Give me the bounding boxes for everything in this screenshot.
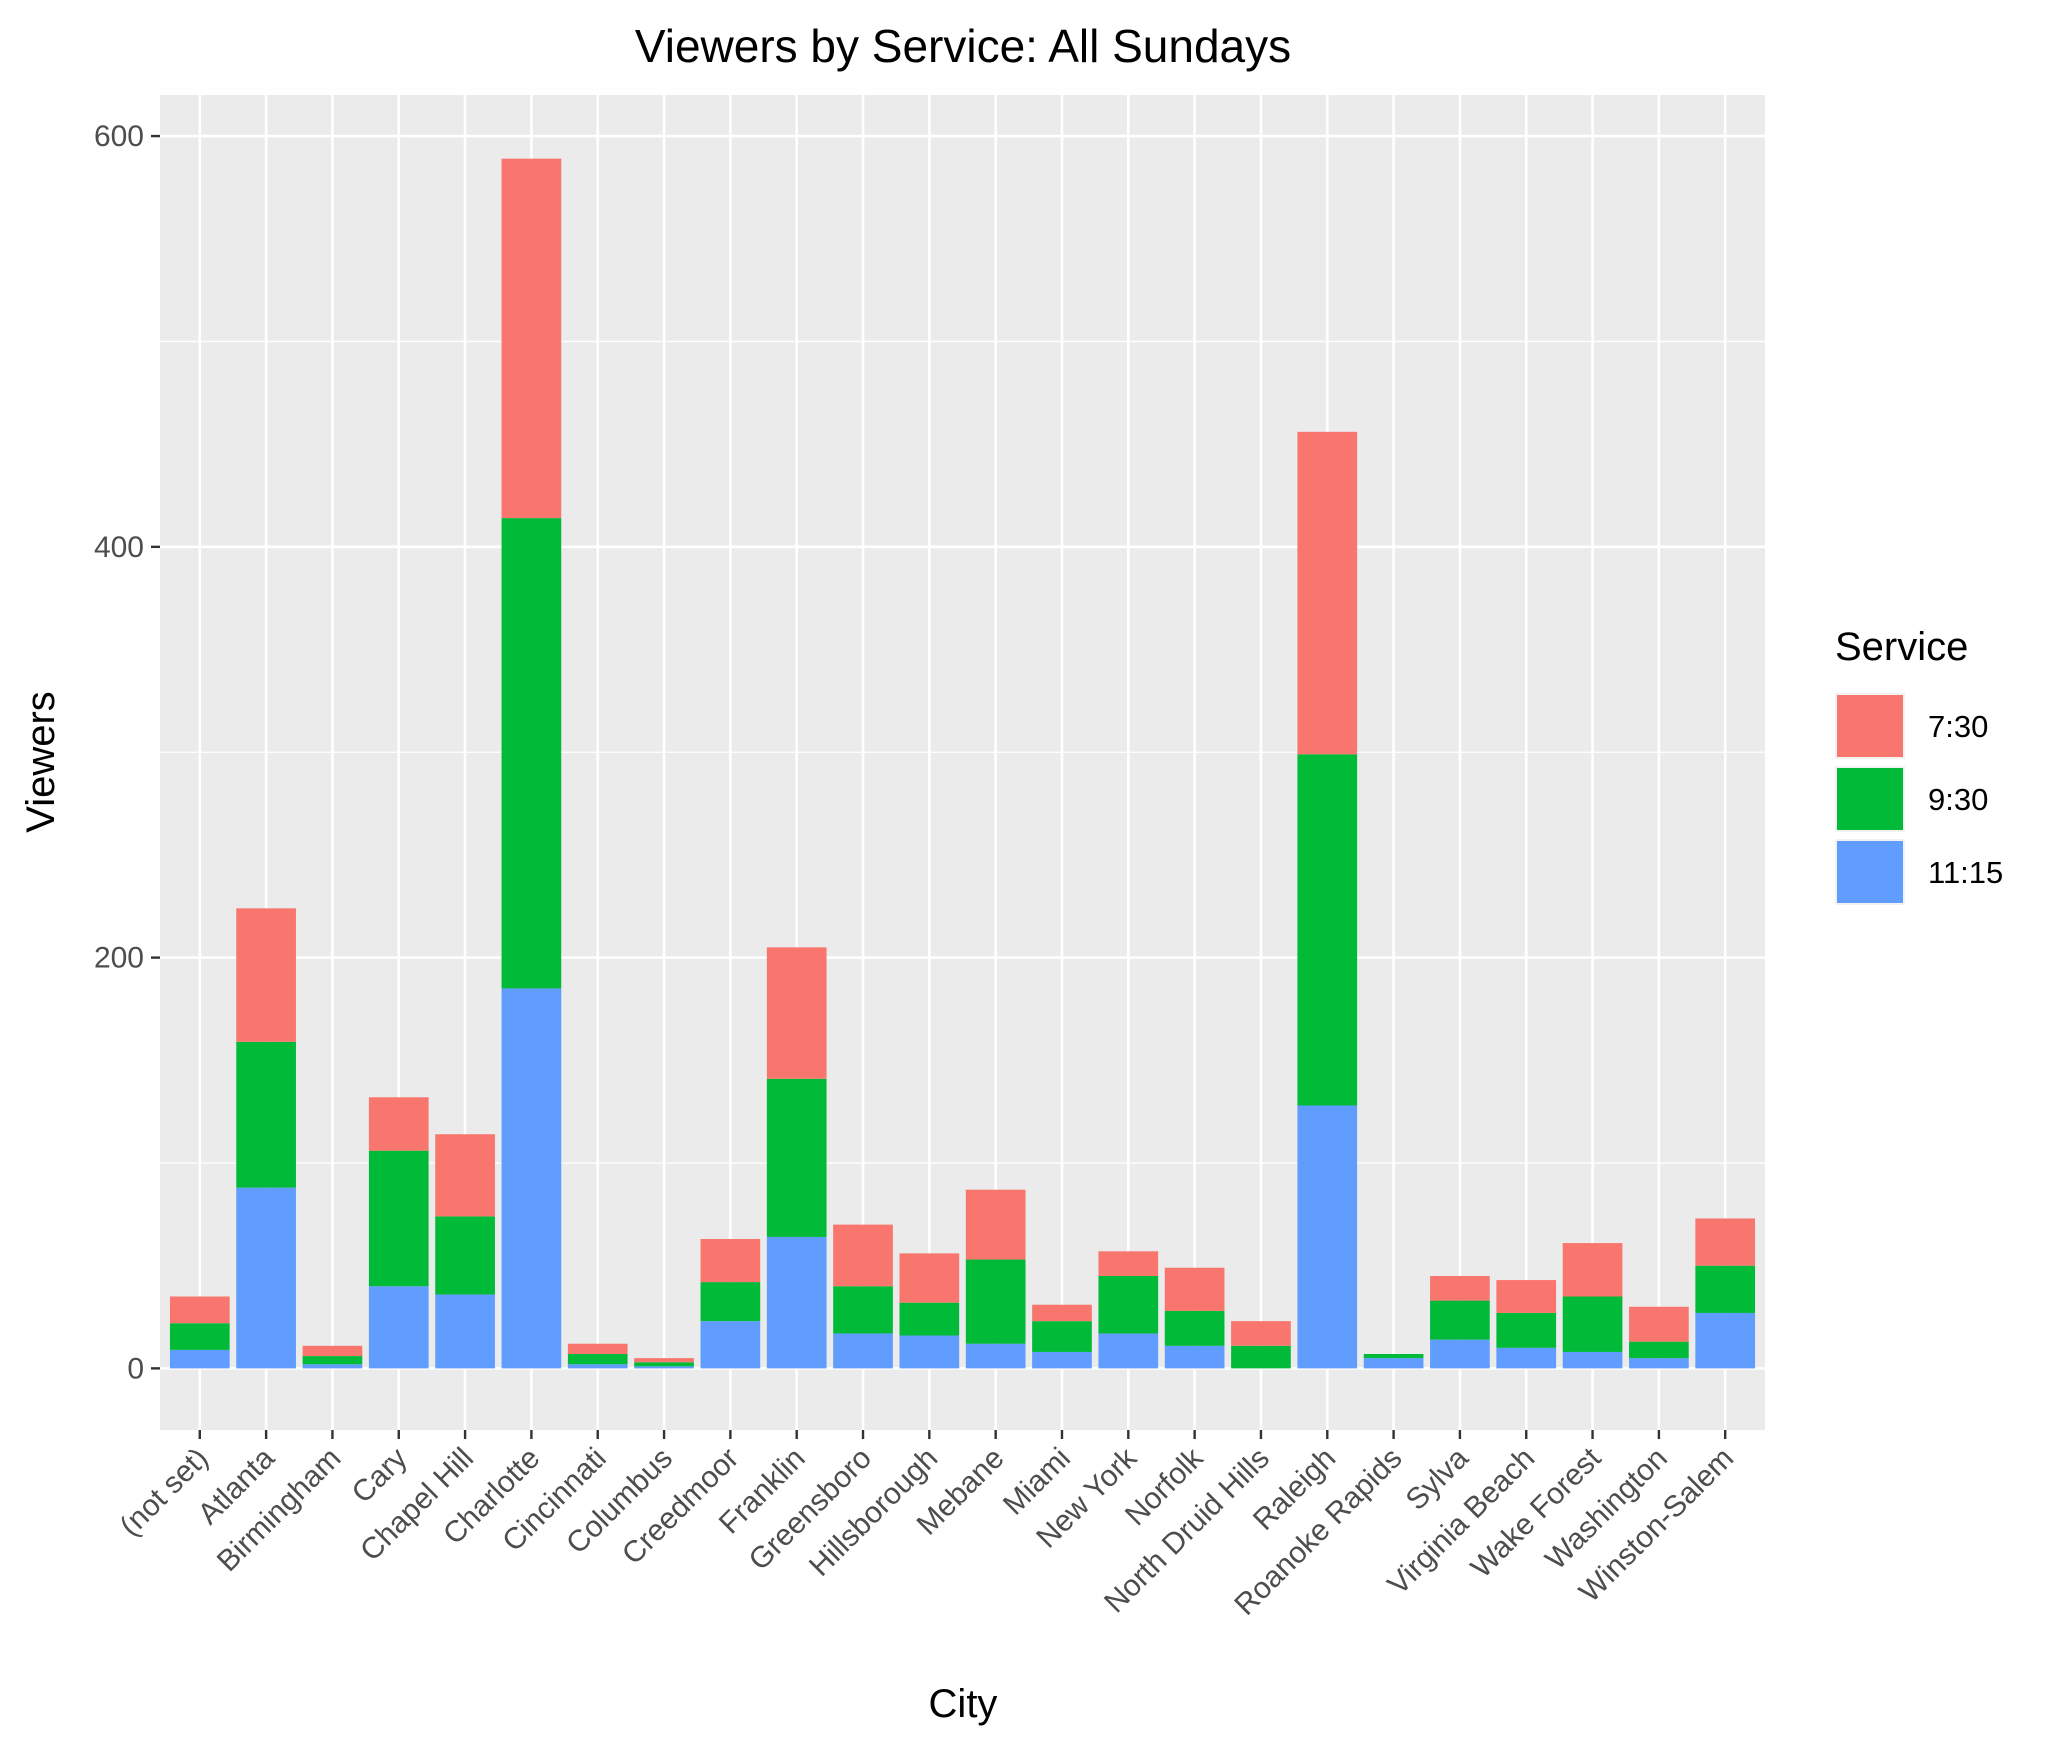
bar-segment [501, 988, 562, 1369]
bar-segment [965, 1189, 1026, 1260]
chart-title: Viewers by Service: All Sundays [635, 20, 1291, 72]
bar-segment [368, 1150, 429, 1287]
bar-segment [236, 1041, 296, 1188]
bar-segment [169, 1349, 230, 1369]
legend-label: 7:30 [1928, 709, 1988, 744]
bar-segment [567, 1343, 628, 1355]
bar-segment [1032, 1304, 1092, 1322]
bar-segment [435, 1294, 495, 1369]
bar-segment [1164, 1267, 1225, 1311]
bar-segment [1231, 1321, 1291, 1346]
bar-segment [766, 1078, 827, 1237]
bar-segment [1231, 1345, 1291, 1369]
bar-segment [1695, 1218, 1756, 1266]
bar-segment [634, 1362, 694, 1367]
bar-segment [965, 1343, 1026, 1369]
legend-items: 7:30 9:30 11:15 [1835, 693, 2003, 905]
bar-segment [634, 1366, 694, 1369]
y-tick-label: 400 [94, 531, 144, 564]
bar-segment [236, 908, 296, 1042]
legend: Service 7:30 9:30 11:15 [1835, 625, 2003, 905]
bar-segment [567, 1354, 628, 1365]
bar-segment [435, 1216, 495, 1295]
bar-segment [1297, 431, 1358, 755]
bar-segment [368, 1286, 429, 1369]
bar-segment [700, 1238, 761, 1283]
bar-segment [1629, 1341, 1689, 1359]
bar-segment [1695, 1312, 1756, 1369]
bar-segment [302, 1345, 363, 1357]
bar-segment [1098, 1275, 1159, 1334]
bar-segment [965, 1259, 1026, 1344]
bar-segment [1430, 1275, 1490, 1301]
bar-segment [1695, 1265, 1756, 1313]
bar-segment [567, 1364, 628, 1369]
bar-segment [1297, 754, 1358, 1106]
bar-segment [302, 1356, 363, 1365]
bar-segment [435, 1134, 495, 1217]
bar-segment [1629, 1358, 1689, 1369]
bar-segment [1032, 1321, 1092, 1352]
legend-key [1837, 841, 1903, 903]
bar-segment [169, 1323, 230, 1350]
bar-segment [1496, 1312, 1557, 1348]
bar-segment [1098, 1333, 1159, 1369]
bar-segment [1629, 1306, 1689, 1342]
bar-segment [236, 1187, 296, 1369]
bar-segment [700, 1282, 761, 1322]
bar-segment [899, 1253, 960, 1303]
bar-segment [1032, 1351, 1092, 1369]
bar-segment [899, 1335, 960, 1369]
bar-segment [1164, 1345, 1225, 1369]
bar-segment [501, 518, 562, 989]
bar-segment [833, 1286, 893, 1334]
bar-segment [1430, 1339, 1490, 1369]
bars [169, 158, 1756, 1369]
y-tick-label: 600 [94, 120, 144, 153]
legend-key [1837, 768, 1903, 830]
bar-segment [169, 1296, 230, 1324]
bar-segment [766, 1236, 827, 1369]
bar-segment [1562, 1243, 1623, 1297]
bar-segment [1496, 1280, 1557, 1313]
bar-segment [899, 1302, 960, 1336]
legend-key [1837, 695, 1903, 757]
bar-segment [1562, 1351, 1623, 1369]
y-axis-title: Viewers [19, 691, 63, 833]
bar-segment [700, 1321, 761, 1369]
bar-segment [1164, 1310, 1225, 1346]
bar-segment [302, 1364, 363, 1369]
x-tick-label: (not set) [114, 1442, 215, 1543]
legend-label: 9:30 [1928, 782, 1988, 817]
bar-segment [1363, 1358, 1424, 1369]
bar-segment [833, 1224, 893, 1287]
bar-segment [1496, 1347, 1557, 1369]
legend-label: 11:15 [1928, 855, 2003, 890]
bar-segment [1297, 1105, 1358, 1369]
bar-segment [501, 158, 562, 519]
bar-segment [766, 947, 827, 1079]
bar-segment [634, 1358, 694, 1363]
y-axis: 0 200 400 600 [94, 120, 160, 1385]
bar-segment [1430, 1300, 1490, 1340]
y-tick-label: 200 [94, 942, 144, 975]
bar-segment [1562, 1296, 1623, 1352]
bar-segment [833, 1333, 893, 1369]
legend-title: Service [1835, 625, 1968, 669]
y-tick-label: 0 [127, 1352, 144, 1385]
bar-segment [1098, 1251, 1159, 1276]
x-axis-title: City [929, 1682, 998, 1726]
bar-segment [368, 1097, 429, 1151]
bar-segment [1363, 1354, 1424, 1359]
